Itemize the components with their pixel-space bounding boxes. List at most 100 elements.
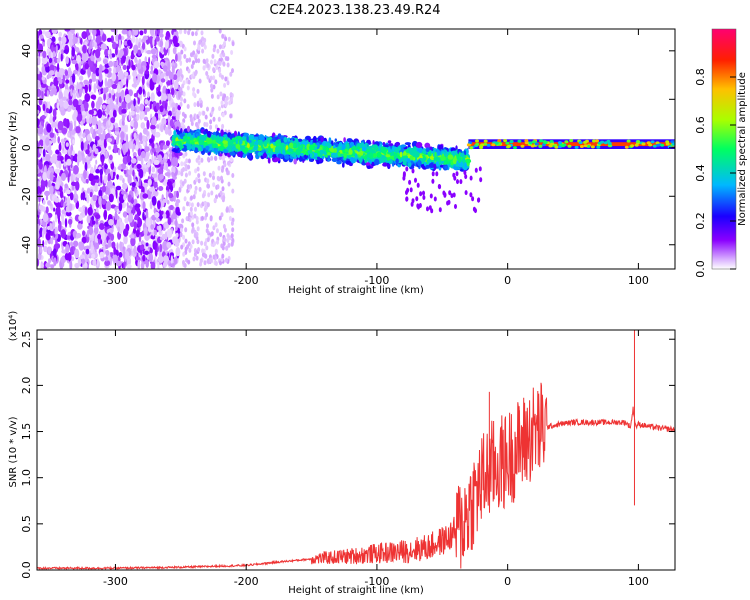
heatmap-cell [161,233,167,239]
heatmap-cell [160,123,164,133]
heatmap-cell [218,106,221,112]
heatmap-cell [123,169,127,175]
heatmap-cell [226,62,230,68]
heatmap-cell [202,110,206,116]
heatmap-cell [82,132,86,139]
heatmap-cell [128,29,132,37]
heatmap-cell [224,102,228,108]
heatmap-cell [163,255,169,263]
heatmap-cell [83,169,87,180]
heatmap-cell [121,190,127,195]
heatmap-cell [176,190,180,199]
heatmap-cell [155,217,160,223]
heatmap-cell [75,126,81,134]
heatmap-cell [188,57,192,63]
heatmap-cell [83,101,89,110]
heatmap-cell [72,35,75,44]
heatmap-cell [99,204,102,209]
heatmap-cell [88,78,93,84]
heatmap-cell [138,58,142,65]
heatmap-cell [58,68,65,76]
heatmap-cell [102,104,106,110]
heatmap-cell [175,225,178,231]
heatmap-cell [194,206,197,212]
heatmap-cell [114,92,120,97]
heatmap-cell [210,93,214,99]
heatmap-cell [61,172,66,182]
heatmap-cell [146,119,150,130]
heatmap-cell [195,122,198,127]
heatmap-cell [91,115,98,126]
heatmap-cell [151,173,158,178]
heatmap-cell [218,68,222,73]
heatmap-cell [145,210,149,219]
heatmap-cell [108,60,114,67]
heatmap-cell [116,242,119,251]
heatmap-cell [167,93,172,102]
heatmap-cell [309,158,313,162]
heatmap-cell [212,175,215,181]
heatmap-cell [127,174,132,185]
heatmap-cell [182,206,186,212]
heatmap-cell [166,241,172,249]
heatmap-cell [222,52,226,58]
heatmap-cell [71,59,78,65]
heatmap-cell [95,159,98,165]
heatmap-cell [148,56,151,65]
heatmap-cell [199,258,203,264]
heatmap-cell [184,227,188,233]
heatmap-cell [70,130,76,135]
heatmap-cell [159,46,164,54]
heatmap-cell [124,251,130,260]
heatmap-cell [42,199,46,205]
heatmap-cell [136,113,140,121]
heatmap-cell [92,29,97,37]
heatmap-cell [94,124,97,132]
heatmap-cell [342,162,345,168]
heatmap-cell [78,62,82,68]
heatmap-cell [189,117,193,123]
heatmap-cell [88,84,92,93]
heatmap-cell [171,171,175,178]
heatmap-cell [55,45,58,52]
heatmap-cell [109,109,114,118]
heatmap-cell [38,161,43,170]
heatmap-cell [139,168,144,179]
heatmap-cell [118,105,123,115]
heatmap-cell [193,40,196,46]
heatmap-cell [186,85,190,91]
heatmap-cell [181,121,185,127]
heatmap-cell [206,156,210,162]
heatmap-cell [134,56,138,64]
heatmap-cell [137,217,143,228]
heatmap-cell [229,113,233,119]
heatmap-cell [143,29,147,35]
heatmap-cell [158,256,164,263]
heatmap-cell [81,52,87,61]
heatmap-cell [110,116,116,124]
heatmap-cell [155,29,158,37]
heatmap-cell [66,158,72,166]
heatmap-cell [197,247,201,253]
heatmap-cell [121,114,125,123]
heatmap-cell [150,48,157,55]
heatmap-cell [85,245,91,250]
heatmap-cell [201,201,205,207]
heatmap-cell [144,99,149,105]
heatmap-cell [175,53,178,62]
heatmap-cell [175,246,181,257]
heatmap-cell [153,144,158,149]
heatmap-cell [63,100,69,109]
heatmap-cell [84,206,88,216]
heatmap-cell [203,44,207,50]
heatmap-cell [131,29,134,36]
heatmap-cell [47,246,52,255]
heatmap-cell [215,228,219,234]
heatmap-cell [191,239,195,245]
heatmap-cell [195,177,199,183]
heatmap-cell [191,226,195,232]
heatmap-cell [55,181,60,190]
heatmap-cell [48,180,51,188]
heatmap-cell [67,67,72,75]
heatmap-cell [139,30,144,36]
